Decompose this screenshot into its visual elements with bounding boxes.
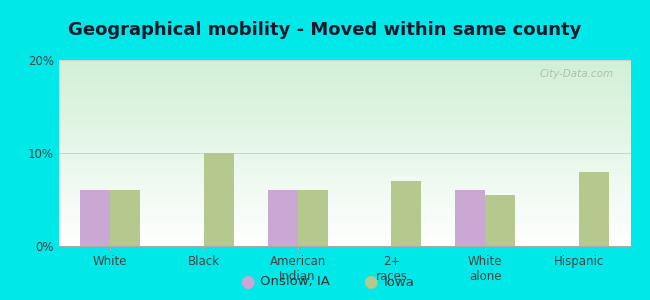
Text: Iowa: Iowa [384, 275, 415, 289]
Bar [579, 172, 609, 246]
Text: City-Data.com: City-Data.com [540, 69, 614, 79]
Bar [268, 190, 298, 246]
Bar [80, 190, 110, 246]
Text: Onslow, IA: Onslow, IA [260, 275, 330, 289]
Bar [298, 190, 328, 246]
Bar [110, 190, 140, 246]
Text: ●: ● [240, 273, 254, 291]
Bar [391, 181, 421, 246]
Bar [485, 195, 515, 246]
Text: ●: ● [363, 273, 378, 291]
Bar [204, 153, 234, 246]
Bar [455, 190, 485, 246]
Text: Geographical mobility - Moved within same county: Geographical mobility - Moved within sam… [68, 21, 582, 39]
